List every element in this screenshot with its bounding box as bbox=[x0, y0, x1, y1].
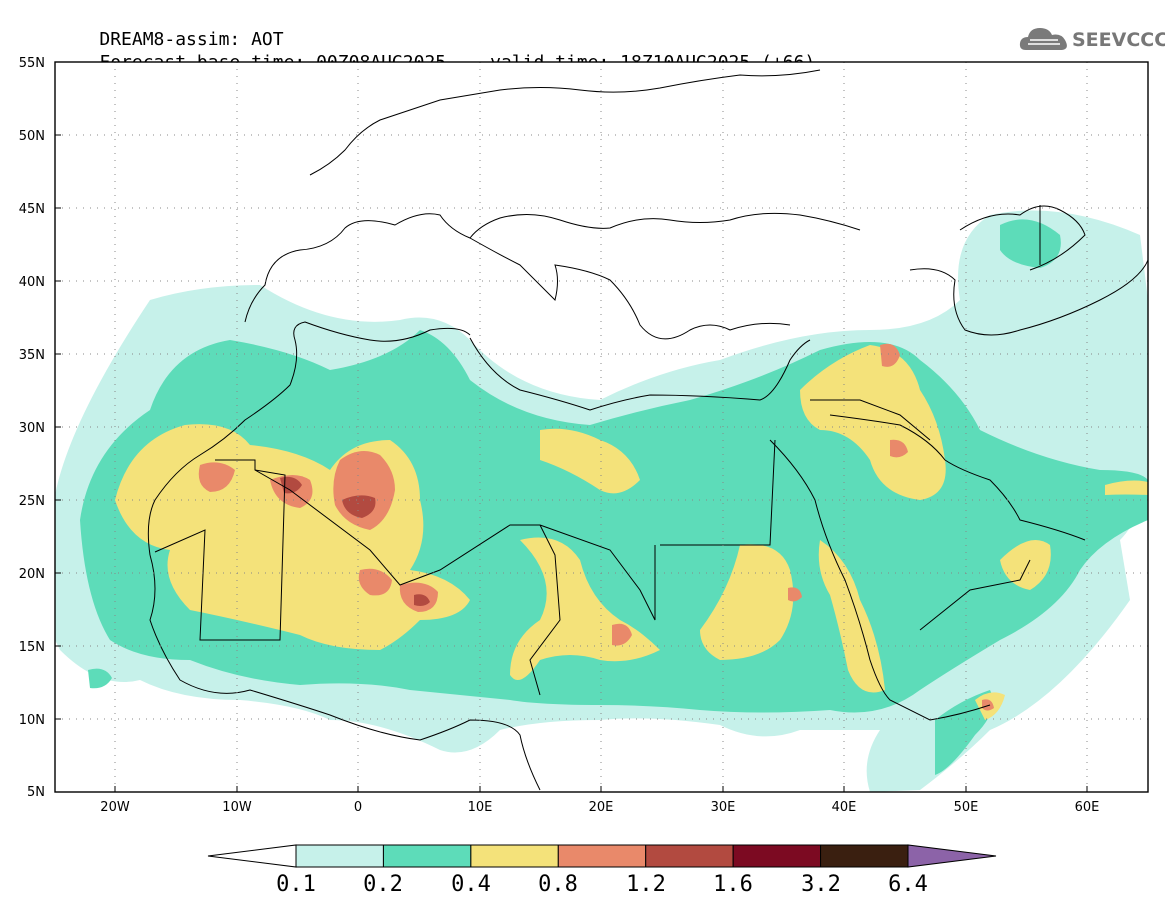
graticule bbox=[55, 62, 1148, 792]
lat-label: 30N bbox=[18, 421, 45, 436]
lat-label: 55N bbox=[18, 56, 45, 71]
lat-label: 50N bbox=[18, 129, 45, 144]
lat-label: 45N bbox=[18, 202, 45, 217]
lon-label: 50E bbox=[953, 800, 979, 815]
colorbar-level-label: 3.2 bbox=[801, 872, 841, 897]
colorbar-level-label: 6.4 bbox=[888, 872, 928, 897]
colorbar-level-label: 0.4 bbox=[451, 872, 491, 897]
lat-label: 15N bbox=[18, 640, 45, 655]
lat-label: 35N bbox=[18, 348, 45, 363]
colorbar-level-label: 1.2 bbox=[626, 872, 666, 897]
seevccc-logo: SEEVCCC bbox=[1018, 22, 1165, 56]
colorbar-cell bbox=[295, 844, 384, 868]
lon-label: 30E bbox=[710, 800, 736, 815]
model-product-title: DREAM8-assim: AOT bbox=[99, 29, 284, 50]
lon-label: 20E bbox=[588, 800, 614, 815]
colorbar-cell bbox=[382, 844, 472, 868]
colorbar-cell bbox=[557, 844, 647, 868]
lat-label: 5N bbox=[27, 785, 45, 800]
colorbar-cell bbox=[820, 844, 909, 868]
title-line-1: DREAM8-assim: AOT bbox=[56, 10, 284, 70]
colorbar-level-label: 1.6 bbox=[713, 872, 753, 897]
lat-label: 40N bbox=[18, 275, 45, 290]
colorbar-cell bbox=[645, 844, 734, 868]
colorbar-level-label: 0.1 bbox=[276, 872, 316, 897]
logo-text: SEEVCCC bbox=[1072, 29, 1165, 51]
lon-label: 40E bbox=[831, 800, 857, 815]
lon-label: 10E bbox=[467, 800, 493, 815]
axis-ticks bbox=[55, 61, 1088, 793]
colorbar-level-label: 0.2 bbox=[363, 872, 403, 897]
lat-label: 20N bbox=[18, 567, 45, 582]
colorbar-cell bbox=[732, 844, 822, 868]
lat-label: 10N bbox=[18, 713, 45, 728]
colorbar-level-label: 0.8 bbox=[538, 872, 578, 897]
colorbar bbox=[207, 844, 997, 868]
cloud-icon bbox=[1019, 28, 1067, 50]
colorbar-over-arrow bbox=[907, 844, 997, 868]
lat-label: 25N bbox=[18, 494, 45, 509]
colorbar-cell bbox=[470, 844, 559, 868]
lon-label: 20W bbox=[100, 800, 130, 815]
lon-label: 60E bbox=[1074, 800, 1100, 815]
lon-label: 10W bbox=[222, 800, 252, 815]
coastlines bbox=[147, 69, 1148, 791]
lon-label: 0 bbox=[353, 800, 363, 815]
aot-band-1.2 bbox=[342, 495, 376, 518]
colorbar-under-arrow bbox=[207, 844, 297, 868]
